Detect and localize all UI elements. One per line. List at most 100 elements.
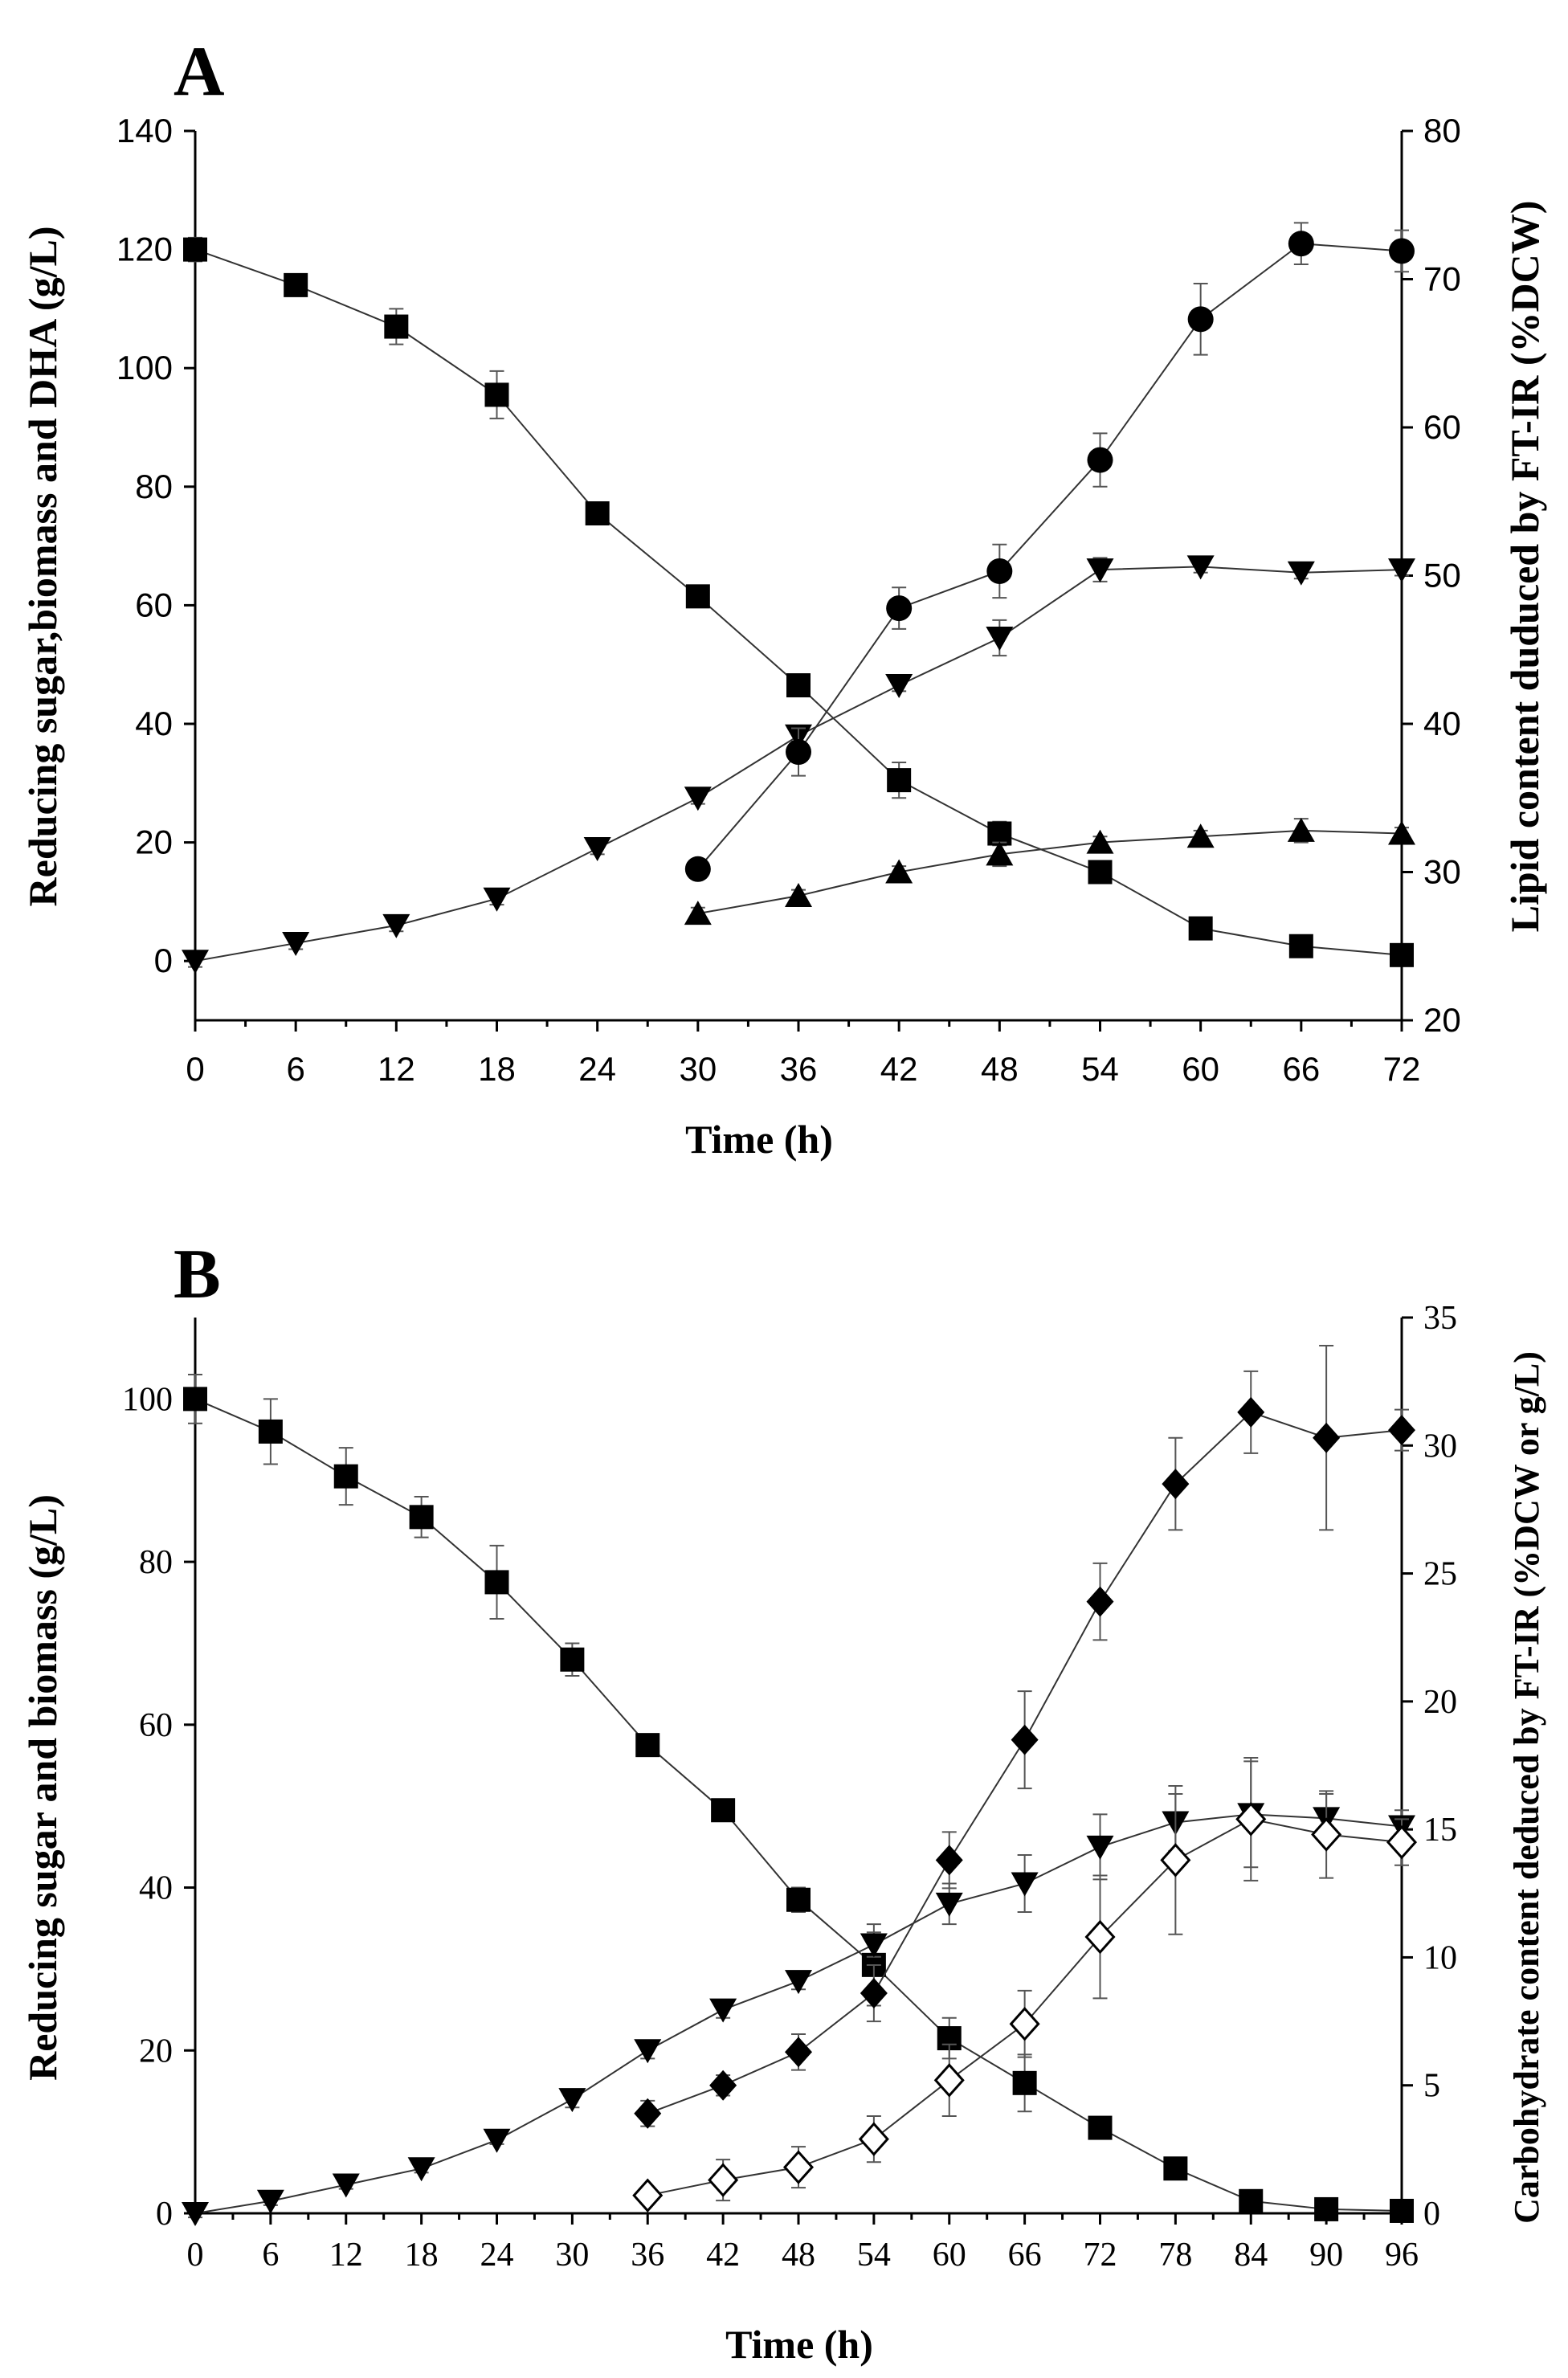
panel-a-left-tick-label: 0 — [154, 942, 173, 979]
panel-a-right-tick-label: 30 — [1423, 853, 1461, 891]
panel-a-data-point-triangle-down — [182, 950, 209, 974]
panel-b-right-tick-label: 10 — [1423, 1939, 1457, 1976]
panel-b-x-tick-label: 60 — [933, 2237, 966, 2274]
panel-b-data-point-diamond — [709, 2070, 737, 2101]
panel-b-left-tick-label: 100 — [122, 1381, 173, 1418]
panel-b-data-point-triangle-down — [483, 2128, 511, 2153]
panel-b-right-tick-label: 30 — [1423, 1428, 1457, 1465]
panel-a-data-point-triangle-down — [986, 626, 1014, 651]
panel-a-data-point-square — [183, 237, 207, 262]
panel-a-data-point-triangle-up — [986, 841, 1014, 866]
panel-a-series-square — [183, 236, 1414, 967]
panel-b-data-point-diamond — [860, 1978, 888, 2009]
panel-a-data-point-square — [887, 768, 912, 793]
panel-b-data-point-square — [635, 1733, 660, 1758]
panel-b-data-point-square — [183, 1387, 207, 1412]
panel-b-x-tick-label: 0 — [187, 2237, 204, 2274]
panel-b-data-point-diamond — [785, 2037, 812, 2068]
panel-b-left-axis-title: Reducing sugar and biomass (g/L) — [20, 1494, 65, 2081]
panel-a-data-point-triangle-up — [1086, 829, 1114, 854]
panel-a-left-tick-label: 40 — [135, 705, 173, 742]
panel-b-x-tick-label: 54 — [857, 2237, 891, 2274]
panel-a-data-point-triangle-down — [583, 836, 611, 861]
panel-b-right-tick-label: 0 — [1423, 2196, 1440, 2233]
panel-b-data-point-diamond — [1313, 1422, 1341, 1453]
panel-a-data-point-circle — [1087, 447, 1113, 473]
panel-a-data-point-triangle-up — [1287, 817, 1315, 842]
panel-b-x-tick-label: 36 — [631, 2237, 664, 2274]
panel-a-data-point-triangle-down — [382, 913, 410, 938]
panel-a-right-tick-label: 70 — [1423, 260, 1461, 298]
panel-b-right-tick-label: 15 — [1423, 1812, 1457, 1849]
panel-b-data-point-diamond — [935, 1845, 963, 1876]
panel-b-left-tick-label: 40 — [139, 1870, 173, 1907]
panel-b-x-tick-label: 12 — [329, 2237, 363, 2274]
panel-b-data-point-square — [711, 1798, 736, 1823]
panel-b-data-point-diamond — [1086, 1586, 1114, 1617]
panel-b-data-point-diamond-open — [632, 2178, 664, 2213]
panel-b-data-point-triangle-down — [407, 2157, 435, 2182]
panel-b-data-point-square — [409, 1505, 434, 1530]
panel-b-right-tick-label: 25 — [1423, 1556, 1457, 1593]
panel-a-data-point-triangle-down — [1388, 558, 1415, 583]
panel-b-x-tick-label: 78 — [1158, 2237, 1192, 2274]
panel-b-data-point-diamond-open — [933, 2063, 965, 2098]
panel-b-data-point-square — [1314, 2196, 1339, 2221]
panel-a-data-point-triangle-up — [1388, 820, 1415, 845]
panel-b-x-tick-label: 42 — [706, 2237, 740, 2274]
panel-a-data-point-triangle-up — [684, 901, 712, 925]
panel-b-data-point-diamond — [1011, 1724, 1039, 1755]
panel-a-series-line — [697, 829, 1403, 915]
panel-b-data-point-diamond-open — [708, 2163, 739, 2197]
panel-b-data-point-diamond-open — [1235, 1802, 1267, 1837]
panel-b-data-point-diamond-open — [1386, 1824, 1418, 1860]
panel-b-data-point-triangle-down — [785, 1970, 812, 1995]
panel-a-series-triangle-up — [684, 817, 1415, 925]
panel-a-data-point-square — [786, 673, 811, 698]
panel-a-data-point-circle — [786, 739, 811, 766]
panel-a-data-point-circle — [886, 595, 913, 622]
panel-b-data-point-diamond-open — [1084, 1919, 1116, 1955]
panel-b-data-point-diamond — [634, 2098, 662, 2129]
panel-b-x-tick-label: 90 — [1309, 2237, 1343, 2274]
panel-b-x-tick-label: 66 — [1008, 2237, 1042, 2274]
panel-b-x-tick-label: 72 — [1084, 2237, 1117, 2274]
panel-a-x-tick-label: 36 — [780, 1050, 818, 1088]
panel-b-data-point-square — [1390, 2198, 1414, 2223]
panel-a-data-point-circle — [986, 558, 1013, 584]
panel-a-x-tick-label: 6 — [286, 1050, 304, 1088]
panel-a-data-point-triangle-down — [1287, 561, 1315, 586]
panel-b-data-point-triangle-down — [182, 2202, 209, 2226]
panel-a-left-tick-label: 120 — [116, 231, 173, 268]
panel-a-data-point-square — [685, 584, 710, 609]
panel-a-x-tick-label: 54 — [1081, 1050, 1119, 1088]
panel-a-data-point-triangle-down — [1186, 555, 1215, 580]
panel-b-data-point-square — [333, 1464, 358, 1489]
panel-a-data-point-triangle-down — [885, 674, 913, 699]
panel-b-label: B — [174, 1236, 221, 1314]
panel-b-series-line — [194, 1398, 1403, 2212]
panel-b-data-point-square — [258, 1419, 283, 1444]
panel-a-x-tick-label: 48 — [981, 1050, 1019, 1088]
panel-a-series-line — [697, 243, 1403, 870]
panel-b-x-tick-label: 48 — [782, 2237, 815, 2274]
panel-a-x-tick-label: 60 — [1182, 1050, 1219, 1088]
panel-a-data-point-triangle-up — [785, 883, 812, 908]
panel-b-x-tick-label: 24 — [480, 2237, 514, 2274]
panel-b-data-point-triangle-down — [634, 2039, 662, 2064]
panel-b-data-point-triangle-down — [709, 1998, 737, 2023]
panel-b-right-tick-label: 35 — [1423, 1300, 1457, 1337]
panel-a-data-point-triangle-down — [483, 887, 511, 912]
panel-b-left-tick-label: 80 — [139, 1544, 173, 1581]
panel-b-data-point-diamond-open — [1311, 1817, 1342, 1852]
panel-a-data-point-square — [484, 382, 509, 407]
panel-b-data-point-triangle-down — [935, 1892, 963, 1917]
panel-a-data-point-square — [284, 272, 308, 297]
panel-a-data-point-square — [1188, 916, 1213, 941]
panel-b-right-tick-label: 20 — [1423, 1684, 1457, 1721]
panel-a-x-tick-label: 66 — [1282, 1050, 1320, 1088]
panel-b-series-square — [183, 1373, 1414, 2223]
panel-a-left-tick-label: 20 — [135, 823, 173, 861]
panel-b-data-point-square — [484, 1570, 509, 1595]
panel-b-data-point-square — [1163, 2156, 1188, 2181]
